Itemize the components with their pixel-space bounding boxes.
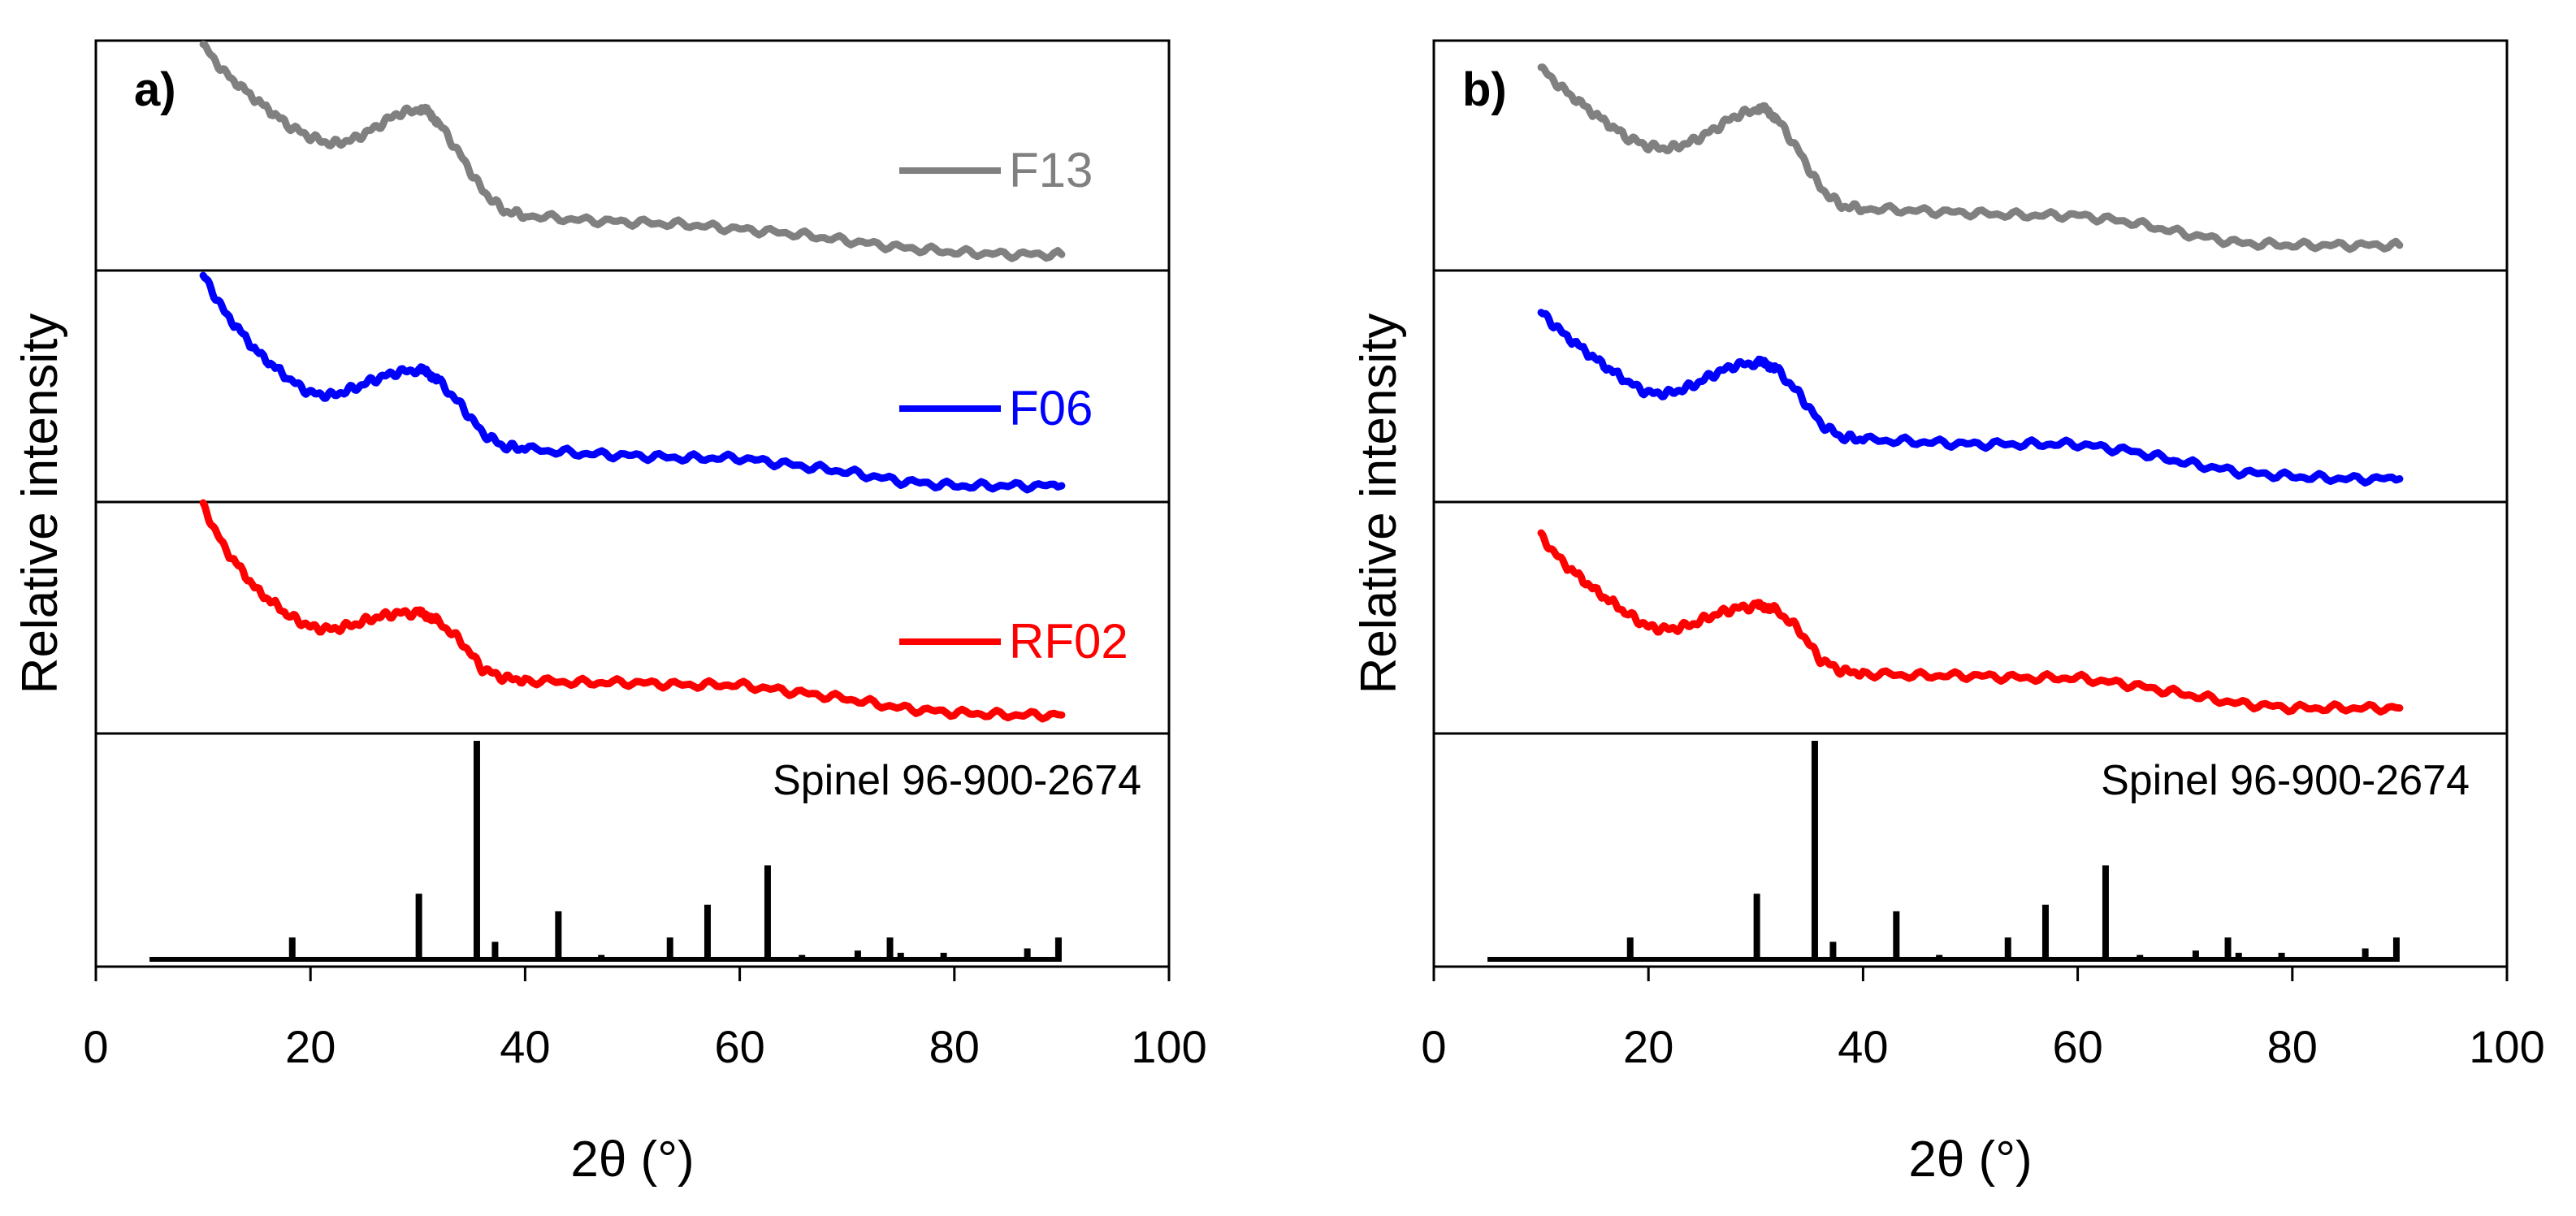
series-line-f13 [199, 41, 1066, 262]
subpanel-frame [94, 39, 1171, 272]
x-tick-label: 40 [500, 1021, 550, 1072]
subpanel-frame [94, 269, 1171, 504]
series-line-f06 [199, 271, 1066, 494]
reference-label: Spinel 96-900-2674 [773, 757, 1141, 804]
x-tick-label: 100 [2469, 1021, 2544, 1072]
y-axis-title: Relative intensity [1351, 314, 1407, 695]
x-tick-label: 80 [929, 1021, 980, 1072]
series-line-rf02 [199, 499, 1066, 723]
x-tick-label: 20 [1623, 1021, 1673, 1072]
x-tick-label: 0 [83, 1021, 108, 1072]
x-axis-title: 2θ (°) [1908, 1132, 2032, 1188]
y-axis-title: Relative intensity [12, 314, 68, 695]
legend-label-rf02: RF02 [1009, 614, 1128, 669]
panel-a: F13 F06 RF02 Spinel 96-900-2674 0 20 40 60 80 100… [12, 39, 1207, 1188]
subpanel-frame [94, 500, 1171, 735]
x-tick-label: 20 [285, 1021, 336, 1072]
x-tick-label: 80 [2267, 1021, 2318, 1072]
panel-b: Spinel 96-900-2674 0 20 40 60 80 100 2θ (°) Rela… [1351, 39, 2545, 1188]
series-line-f06 [1537, 309, 2404, 487]
series-line-f13 [1537, 63, 2404, 253]
reference-label: Spinel 96-900-2674 [2101, 757, 2470, 804]
subpanel-frame [1432, 500, 2509, 735]
series-line-rf02 [1537, 529, 2404, 716]
subpanel-frame [94, 732, 1171, 968]
x-tick-label: 0 [1421, 1021, 1446, 1072]
legend-label-f06: F06 [1009, 381, 1093, 435]
x-tick-label: 60 [2052, 1021, 2102, 1072]
x-tick-label: 60 [714, 1021, 764, 1072]
x-tick-label: 40 [1838, 1021, 1888, 1072]
subpanel-frame [1432, 732, 2509, 968]
x-axis-title: 2θ (°) [570, 1132, 694, 1188]
subpanel-frame [1432, 39, 2509, 272]
subpanel-frame [1432, 269, 2509, 504]
panel-label: a) [134, 63, 176, 116]
x-tick-label: 100 [1131, 1021, 1206, 1072]
panel-label: b) [1462, 63, 1507, 116]
legend-label-f13: F13 [1009, 143, 1093, 197]
